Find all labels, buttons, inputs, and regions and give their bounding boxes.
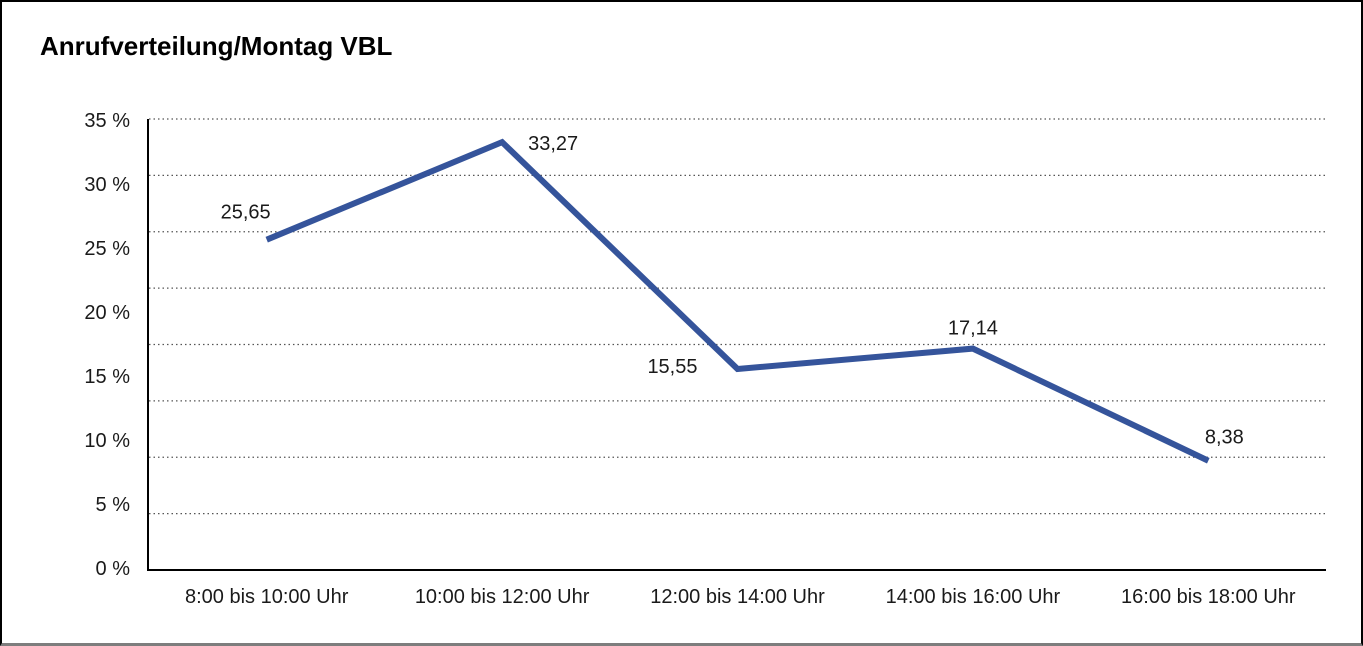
x-tick-label: 8:00 bis 10:00 Uhr	[185, 586, 349, 608]
data-line	[265, 138, 1210, 464]
y-tick-label: 15 %	[84, 366, 130, 388]
data-point-label: 8,38	[1205, 427, 1244, 449]
y-tick-label: 35 %	[84, 110, 130, 132]
chart-title: Anrufverteilung/Montag VBL	[40, 31, 393, 61]
y-tick-label: 5 %	[96, 494, 131, 516]
x-tick-label: 10:00 bis 12:00 Uhr	[415, 586, 590, 608]
data-point-label: 15,55	[647, 356, 697, 378]
data-point-label: 33,27	[528, 133, 578, 155]
y-tick-label: 20 %	[84, 302, 130, 324]
y-tick-label: 25 %	[84, 238, 130, 260]
y-tick-label: 0 %	[96, 558, 131, 580]
data-point-label: 17,14	[948, 318, 998, 340]
y-tick-label: 30 %	[84, 174, 130, 196]
data-point-label: 25,65	[221, 202, 271, 224]
x-tick-label: 16:00 bis 18:00 Uhr	[1121, 586, 1296, 608]
y-tick-label: 10 %	[84, 430, 130, 452]
x-tick-label: 14:00 bis 16:00 Uhr	[886, 586, 1061, 608]
x-tick-label: 12:00 bis 14:00 Uhr	[650, 586, 825, 608]
